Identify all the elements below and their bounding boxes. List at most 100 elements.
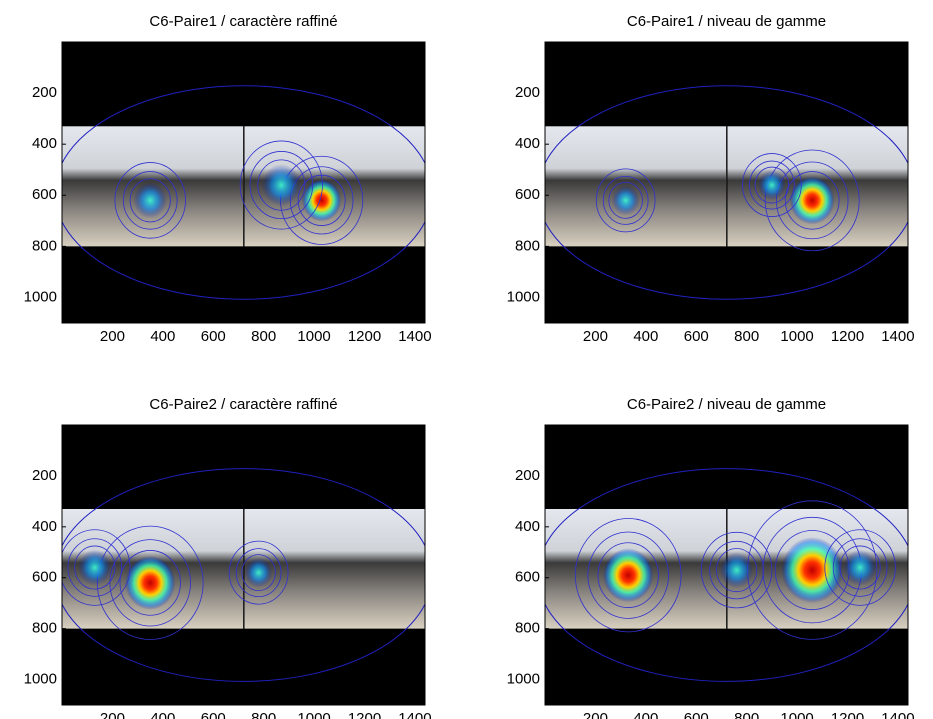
y-tick-label: 400 <box>515 135 540 152</box>
axes-frame <box>61 424 426 706</box>
heat-blob <box>261 164 301 207</box>
y-tick-label: 800 <box>515 237 540 254</box>
y-tick-label: 1000 <box>24 288 57 305</box>
heat-blob <box>789 176 835 225</box>
x-tick-label: 400 <box>633 710 658 719</box>
contour <box>129 178 171 223</box>
contour <box>119 550 181 616</box>
contour <box>742 153 802 217</box>
contour <box>67 538 123 597</box>
contour <box>574 518 682 633</box>
contour <box>709 540 764 600</box>
subplot: C6-Paire2 / niveau de gamme 200 400 600 800 1… <box>507 396 915 719</box>
contour <box>74 545 116 590</box>
contour <box>62 468 425 682</box>
contour <box>764 149 860 252</box>
contour <box>608 181 643 219</box>
heat-blob <box>602 548 654 603</box>
contour <box>257 159 306 211</box>
contour <box>784 171 840 230</box>
chart-title: C6-Paire1 / niveau de gamme <box>627 13 826 30</box>
contour <box>241 554 276 592</box>
heat-blob <box>611 185 640 216</box>
x-tick-label: 1400 <box>398 710 431 719</box>
x-tick-label: 600 <box>684 710 709 719</box>
y-tick-label: 1000 <box>507 671 540 688</box>
x-tick-label: 200 <box>583 328 608 345</box>
heat-layer <box>545 468 908 682</box>
y-tick-label: 600 <box>32 569 57 586</box>
heat-blob <box>244 557 273 588</box>
y-tick-label: 800 <box>32 620 57 637</box>
contour <box>832 538 888 597</box>
y-tick-label: 200 <box>32 467 57 484</box>
heat-blob <box>757 170 786 201</box>
axes-frame <box>544 424 909 706</box>
y-tick-label: 1000 <box>507 288 540 305</box>
y-tick-label: 400 <box>32 518 57 535</box>
contour <box>545 85 908 300</box>
x-tick-label: 1200 <box>831 710 864 719</box>
y-tick-label: 800 <box>32 237 57 254</box>
x-tick-label: 1200 <box>831 328 864 345</box>
chart-title: C6-Paire1 / caractère raffiné <box>149 13 337 30</box>
y-tick-label: 200 <box>515 84 540 101</box>
subplot: C6-Paire1 / niveau de gamme 200 400 600 800 1… <box>507 13 915 345</box>
subplot: C6-Paire2 / caractère raffiné 200 400 600 80… <box>24 396 432 719</box>
contour <box>839 545 881 590</box>
x-tick-label: 600 <box>684 328 709 345</box>
contour <box>602 175 649 225</box>
heat-blob <box>302 179 342 222</box>
contour <box>597 542 659 608</box>
x-tick-label: 1400 <box>881 710 914 719</box>
contour <box>122 171 178 230</box>
subplot: C6-Paire1 / caractère raffiné 200 400 600 80… <box>24 13 432 345</box>
contour <box>595 168 656 233</box>
x-tick-label: 200 <box>100 710 125 719</box>
y-tick-label: 800 <box>515 620 540 637</box>
x-tick-label: 1200 <box>348 328 381 345</box>
x-tick-label: 800 <box>251 710 276 719</box>
contour <box>700 531 773 609</box>
y-tick-label: 1000 <box>24 671 57 688</box>
x-tick-label: 1400 <box>881 328 914 345</box>
axes-frame <box>61 41 426 324</box>
x-tick-label: 200 <box>100 328 125 345</box>
y-tick-label: 600 <box>515 569 540 586</box>
y-tick-label: 200 <box>32 84 57 101</box>
x-tick-label: 400 <box>633 328 658 345</box>
contour <box>235 548 282 598</box>
contour <box>749 160 795 210</box>
contour <box>228 540 289 605</box>
x-tick-label: 1200 <box>348 710 381 719</box>
x-tick-label: 1000 <box>780 328 813 345</box>
photo-right <box>244 509 425 629</box>
heat-layer <box>545 85 908 300</box>
contour <box>249 151 314 220</box>
contour <box>109 539 191 627</box>
heat-blob <box>125 555 176 610</box>
contour <box>545 468 908 682</box>
y-tick-label: 200 <box>515 467 540 484</box>
contour <box>114 162 186 239</box>
y-tick-label: 400 <box>32 135 57 152</box>
heat-layer <box>62 85 425 300</box>
contour <box>754 166 790 204</box>
x-tick-label: 1000 <box>297 710 330 719</box>
chart-title: C6-Paire2 / caractère raffiné <box>149 396 337 413</box>
contour <box>62 85 425 300</box>
x-tick-label: 1000 <box>780 710 813 719</box>
heat-blob <box>719 552 754 589</box>
y-tick-label: 600 <box>32 186 57 203</box>
contour <box>587 531 669 619</box>
heat-blob <box>133 182 168 219</box>
heat-blob <box>843 549 877 586</box>
chart-title: C6-Paire2 / niveau de gamme <box>627 396 826 413</box>
x-tick-label: 600 <box>201 328 226 345</box>
x-tick-label: 1000 <box>297 328 330 345</box>
contour <box>775 161 849 240</box>
x-tick-label: 400 <box>150 710 175 719</box>
x-tick-label: 800 <box>734 328 759 345</box>
